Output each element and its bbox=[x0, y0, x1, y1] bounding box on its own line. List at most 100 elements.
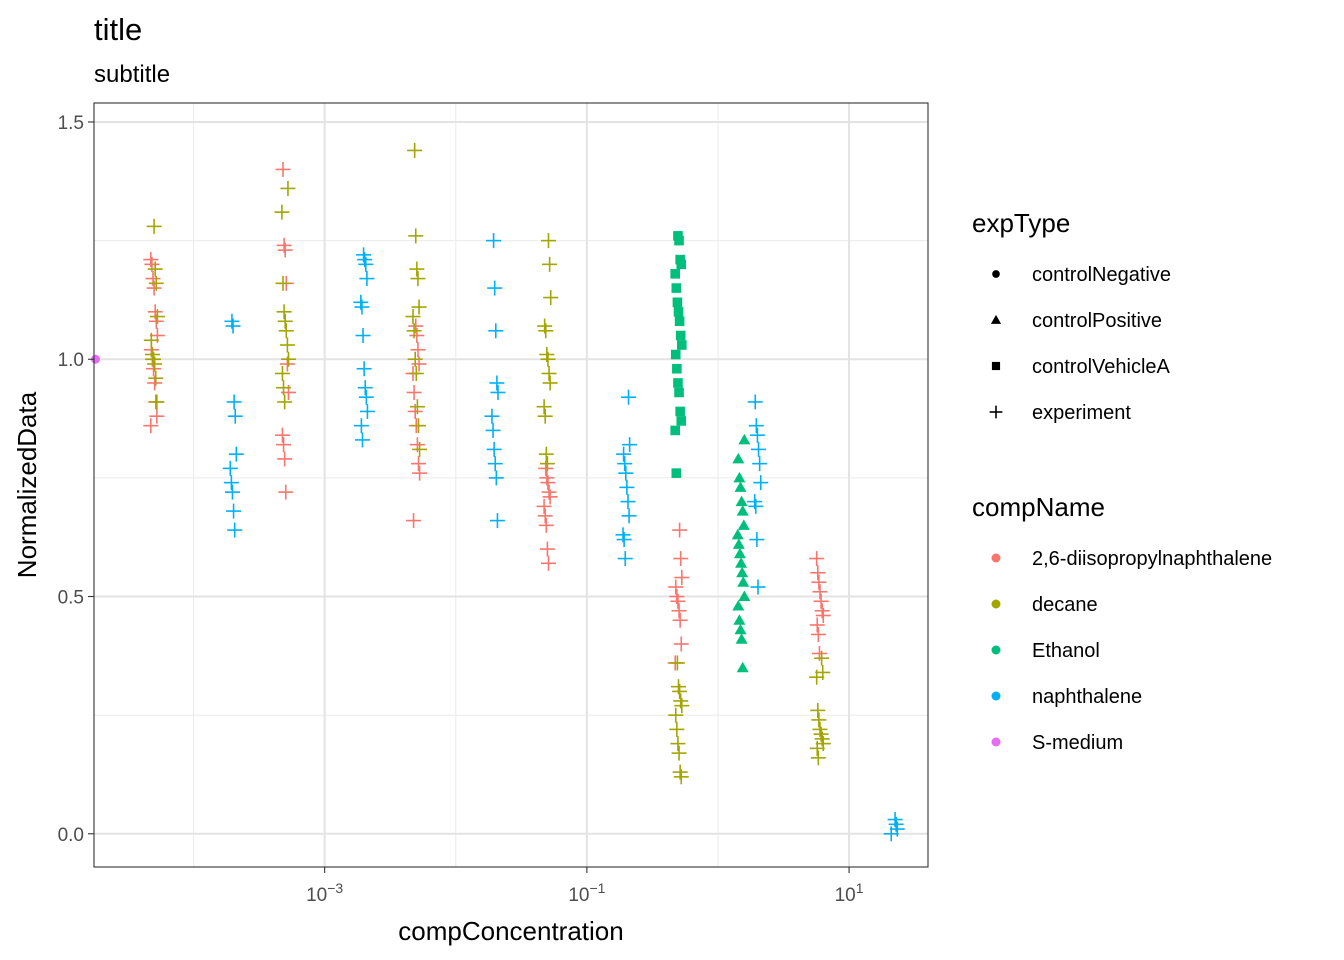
data-point bbox=[410, 342, 426, 358]
data-point bbox=[672, 522, 688, 538]
data-point bbox=[280, 180, 296, 196]
data-point bbox=[487, 456, 503, 472]
data-point bbox=[675, 254, 685, 265]
data-point bbox=[813, 593, 829, 609]
data-point bbox=[669, 721, 685, 737]
data-point bbox=[536, 399, 552, 415]
x-axis-title: compConcentration bbox=[398, 916, 623, 946]
data-point bbox=[353, 294, 369, 310]
data-point bbox=[543, 290, 559, 306]
chart-subtitle: subtitle bbox=[94, 61, 170, 88]
data-point bbox=[736, 505, 749, 516]
data-point bbox=[620, 494, 636, 510]
data-point bbox=[148, 275, 164, 291]
legend-label: experiment bbox=[1032, 402, 1131, 424]
data-point bbox=[226, 503, 242, 519]
data-point bbox=[144, 347, 160, 363]
data-point bbox=[811, 574, 827, 590]
data-point bbox=[673, 693, 689, 709]
data-point bbox=[673, 551, 689, 567]
y-tick-label: 1.5 bbox=[58, 113, 84, 134]
data-point bbox=[227, 408, 243, 424]
data-point bbox=[670, 269, 681, 279]
data-point bbox=[810, 750, 826, 766]
data-point bbox=[412, 441, 428, 457]
data-point bbox=[278, 323, 294, 339]
data-point bbox=[278, 484, 294, 500]
data-point bbox=[274, 427, 290, 443]
data-point bbox=[618, 465, 634, 481]
data-point bbox=[673, 636, 689, 652]
data-point bbox=[541, 365, 557, 381]
data-point bbox=[406, 323, 422, 339]
data-point bbox=[747, 494, 763, 510]
data-point bbox=[542, 375, 558, 391]
data-point bbox=[672, 363, 682, 374]
y-tick-label: 0.5 bbox=[58, 588, 84, 609]
data-point bbox=[617, 456, 633, 472]
data-point bbox=[489, 513, 505, 529]
data-point bbox=[734, 481, 747, 492]
legend-key-square bbox=[991, 361, 1001, 371]
data-point bbox=[749, 532, 765, 548]
data-point bbox=[222, 460, 238, 476]
data-point bbox=[748, 418, 764, 434]
legend-title-compname: compName bbox=[972, 492, 1105, 522]
data-point bbox=[276, 380, 292, 396]
y-axis-title: NormalizedData bbox=[12, 391, 42, 578]
data-point bbox=[809, 617, 825, 633]
data-point bbox=[810, 565, 826, 581]
data-point bbox=[147, 261, 163, 277]
data-point bbox=[411, 456, 427, 472]
data-point bbox=[91, 354, 100, 364]
data-point bbox=[406, 513, 422, 529]
data-point bbox=[671, 468, 682, 478]
data-point bbox=[226, 394, 242, 410]
data-point bbox=[737, 576, 750, 587]
data-point bbox=[537, 508, 553, 524]
data-point bbox=[276, 437, 292, 453]
legend-key-circle bbox=[992, 270, 1000, 278]
data-point bbox=[277, 451, 293, 467]
data-point bbox=[409, 399, 425, 415]
data-point bbox=[537, 318, 553, 334]
data-point bbox=[489, 375, 505, 391]
data-point bbox=[408, 365, 424, 381]
data-point bbox=[811, 712, 827, 728]
data-point bbox=[810, 702, 826, 718]
data-points bbox=[91, 142, 905, 842]
data-point bbox=[671, 283, 682, 293]
data-point bbox=[408, 228, 424, 244]
data-point bbox=[809, 551, 825, 567]
plot-panel bbox=[94, 103, 928, 867]
data-point bbox=[732, 600, 745, 611]
data-point bbox=[143, 252, 159, 268]
legend-label: controlVehicleA bbox=[1032, 356, 1171, 378]
data-point bbox=[733, 547, 746, 559]
data-point bbox=[488, 323, 504, 339]
data-point bbox=[733, 614, 746, 625]
axes: 0.0 0.5 1.0 1.5 10−3 10−1 101 bbox=[58, 113, 864, 906]
data-point bbox=[274, 365, 290, 381]
legend-title-exptype: expType bbox=[972, 208, 1070, 238]
data-point bbox=[676, 416, 687, 426]
legend-key-triangle bbox=[990, 314, 1002, 324]
data-point bbox=[752, 456, 768, 472]
data-point bbox=[615, 527, 631, 543]
data-point bbox=[407, 351, 423, 367]
data-point bbox=[539, 347, 555, 363]
data-point bbox=[814, 650, 830, 666]
data-point bbox=[738, 433, 751, 445]
legend-label: decane bbox=[1032, 594, 1098, 616]
y-tick-label: 0.0 bbox=[58, 825, 84, 846]
data-point bbox=[737, 519, 750, 530]
data-point bbox=[227, 522, 243, 538]
data-point bbox=[621, 508, 637, 524]
data-point bbox=[149, 394, 165, 410]
data-point bbox=[674, 316, 685, 327]
data-point bbox=[669, 655, 685, 671]
data-point bbox=[673, 231, 683, 241]
data-point bbox=[671, 745, 687, 761]
data-point bbox=[812, 584, 828, 600]
chart-title: title bbox=[94, 12, 142, 47]
